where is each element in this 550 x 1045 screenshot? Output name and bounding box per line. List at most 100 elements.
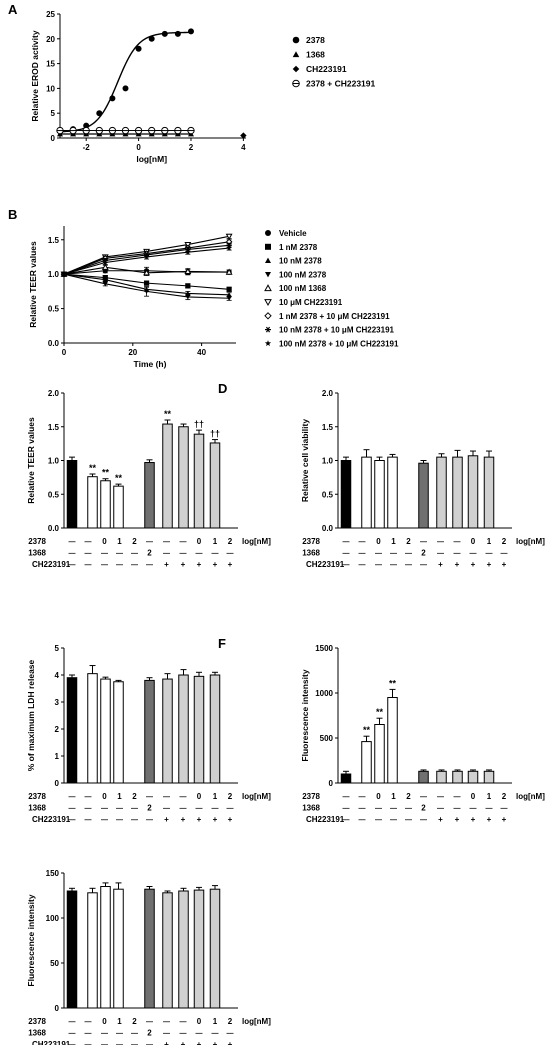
table-cell: —	[227, 806, 234, 813]
point-2378	[122, 85, 129, 92]
bar	[178, 890, 189, 1009]
bar	[100, 480, 111, 529]
table-cell: +	[164, 815, 169, 824]
table-cell: +	[164, 1040, 169, 1045]
significance-mark: ††	[194, 419, 204, 429]
table-cell: —	[375, 817, 382, 824]
data-point	[143, 269, 151, 276]
data-point	[226, 245, 232, 251]
table-cell: —	[180, 1019, 187, 1026]
bar	[483, 770, 495, 784]
panel-b: B 0.0 0.5 1.0 1.5 0 20 40 Time (h) Relative TEER …	[8, 207, 399, 369]
y-tick-label: 1	[55, 752, 60, 761]
table-cell: —	[116, 1031, 123, 1038]
table-cell: —	[180, 551, 187, 558]
bar	[467, 455, 479, 529]
bar	[87, 476, 98, 529]
table-cell: 1	[117, 537, 122, 546]
table-cell: —	[227, 1031, 234, 1038]
table-cell: —	[454, 551, 461, 558]
y-axis-label: Relative cell viability	[300, 419, 310, 502]
panel-letter: A	[8, 2, 18, 17]
table-cell: +	[228, 1040, 233, 1045]
table-cell: 1	[117, 1017, 122, 1026]
significance-mark: **	[363, 725, 371, 735]
significance-mark: **	[376, 707, 384, 717]
data-point	[185, 283, 191, 289]
y-tick-label: 0.0	[322, 524, 334, 533]
table-cell: —	[359, 539, 366, 546]
row-label: 2378	[302, 792, 320, 801]
table-cell: —	[437, 551, 444, 558]
bar	[340, 773, 352, 784]
unit-label: log[nM]	[242, 1017, 271, 1026]
table-cell: 1	[391, 792, 396, 801]
table-cell: —	[101, 806, 108, 813]
y-tick-label: 5	[55, 644, 60, 653]
table-cell: —	[420, 539, 427, 546]
table-cell: —	[85, 539, 92, 546]
legend-marker	[292, 36, 300, 44]
panel-g: G050100150Fluorescence intensity2378——01…	[26, 869, 271, 1045]
panel-f: F 0 500 1000 1500 Fluorescence intensity ** ** *…	[218, 636, 545, 824]
row-label: 1368	[302, 549, 320, 558]
table-cell: —	[101, 817, 108, 824]
table-cell: +	[181, 560, 186, 569]
table-cell: —	[180, 806, 187, 813]
legend-label: 1 nM 2378 + 10 μM CH223191	[279, 312, 390, 321]
x-axis-label: Time (h)	[134, 359, 167, 369]
table-cell: —	[85, 1031, 92, 1038]
y-tick-label: 1500	[315, 644, 333, 653]
table-cell: —	[69, 551, 76, 558]
table-cell: +	[197, 560, 202, 569]
bar	[387, 697, 398, 784]
row-label: 2378	[28, 1017, 46, 1026]
y-tick-label: 3	[55, 698, 60, 707]
table-cell: —	[212, 551, 219, 558]
table-cell: —	[101, 551, 108, 558]
y-axis-label: Fluorescence intensity	[26, 894, 36, 986]
point-2378	[83, 122, 90, 129]
table-cell: —	[85, 817, 92, 824]
table-cell: +	[438, 815, 443, 824]
table-cell: —	[69, 1042, 76, 1045]
table-cell: +	[197, 815, 202, 824]
y-tick-label: 0.5	[322, 490, 334, 499]
x-tick-label: 0	[136, 143, 141, 152]
y-tick-label: 500	[320, 734, 334, 743]
x-tick-label: 4	[241, 143, 246, 152]
point-2378	[96, 110, 103, 117]
point-2378	[135, 45, 142, 52]
y-tick-label: 0	[51, 134, 56, 143]
bar	[144, 462, 155, 529]
table-cell: +	[181, 815, 186, 824]
table-cell: 2	[147, 804, 152, 813]
bar	[162, 892, 173, 1009]
table-cell: 1	[487, 792, 492, 801]
table-cell: 2	[421, 549, 426, 558]
row-label: 1368	[302, 804, 320, 813]
data-point	[226, 286, 232, 292]
bar	[483, 456, 495, 529]
x-tick-label: -2	[83, 143, 91, 152]
legend-marker	[265, 272, 271, 278]
y-tick-label: 5	[51, 109, 56, 118]
bar	[178, 426, 189, 529]
y-tick-label: 1.5	[48, 423, 60, 432]
table-cell: —	[146, 562, 153, 569]
table-cell: —	[131, 1042, 138, 1045]
bar	[361, 456, 372, 529]
table-cell: +	[438, 560, 443, 569]
table-cell: —	[116, 806, 123, 813]
bar	[209, 888, 221, 1009]
significance-mark: **	[102, 468, 110, 478]
y-axis-label: % of maximum LDH release	[26, 659, 36, 771]
data-point	[61, 271, 67, 277]
table-cell: —	[390, 806, 397, 813]
table-cell: —	[163, 1019, 170, 1026]
table-cell: +	[471, 560, 476, 569]
table-cell: +	[502, 560, 507, 569]
y-tick-label: 0.0	[48, 524, 60, 533]
x-tick-label: 2	[189, 143, 194, 152]
bar	[418, 770, 429, 784]
